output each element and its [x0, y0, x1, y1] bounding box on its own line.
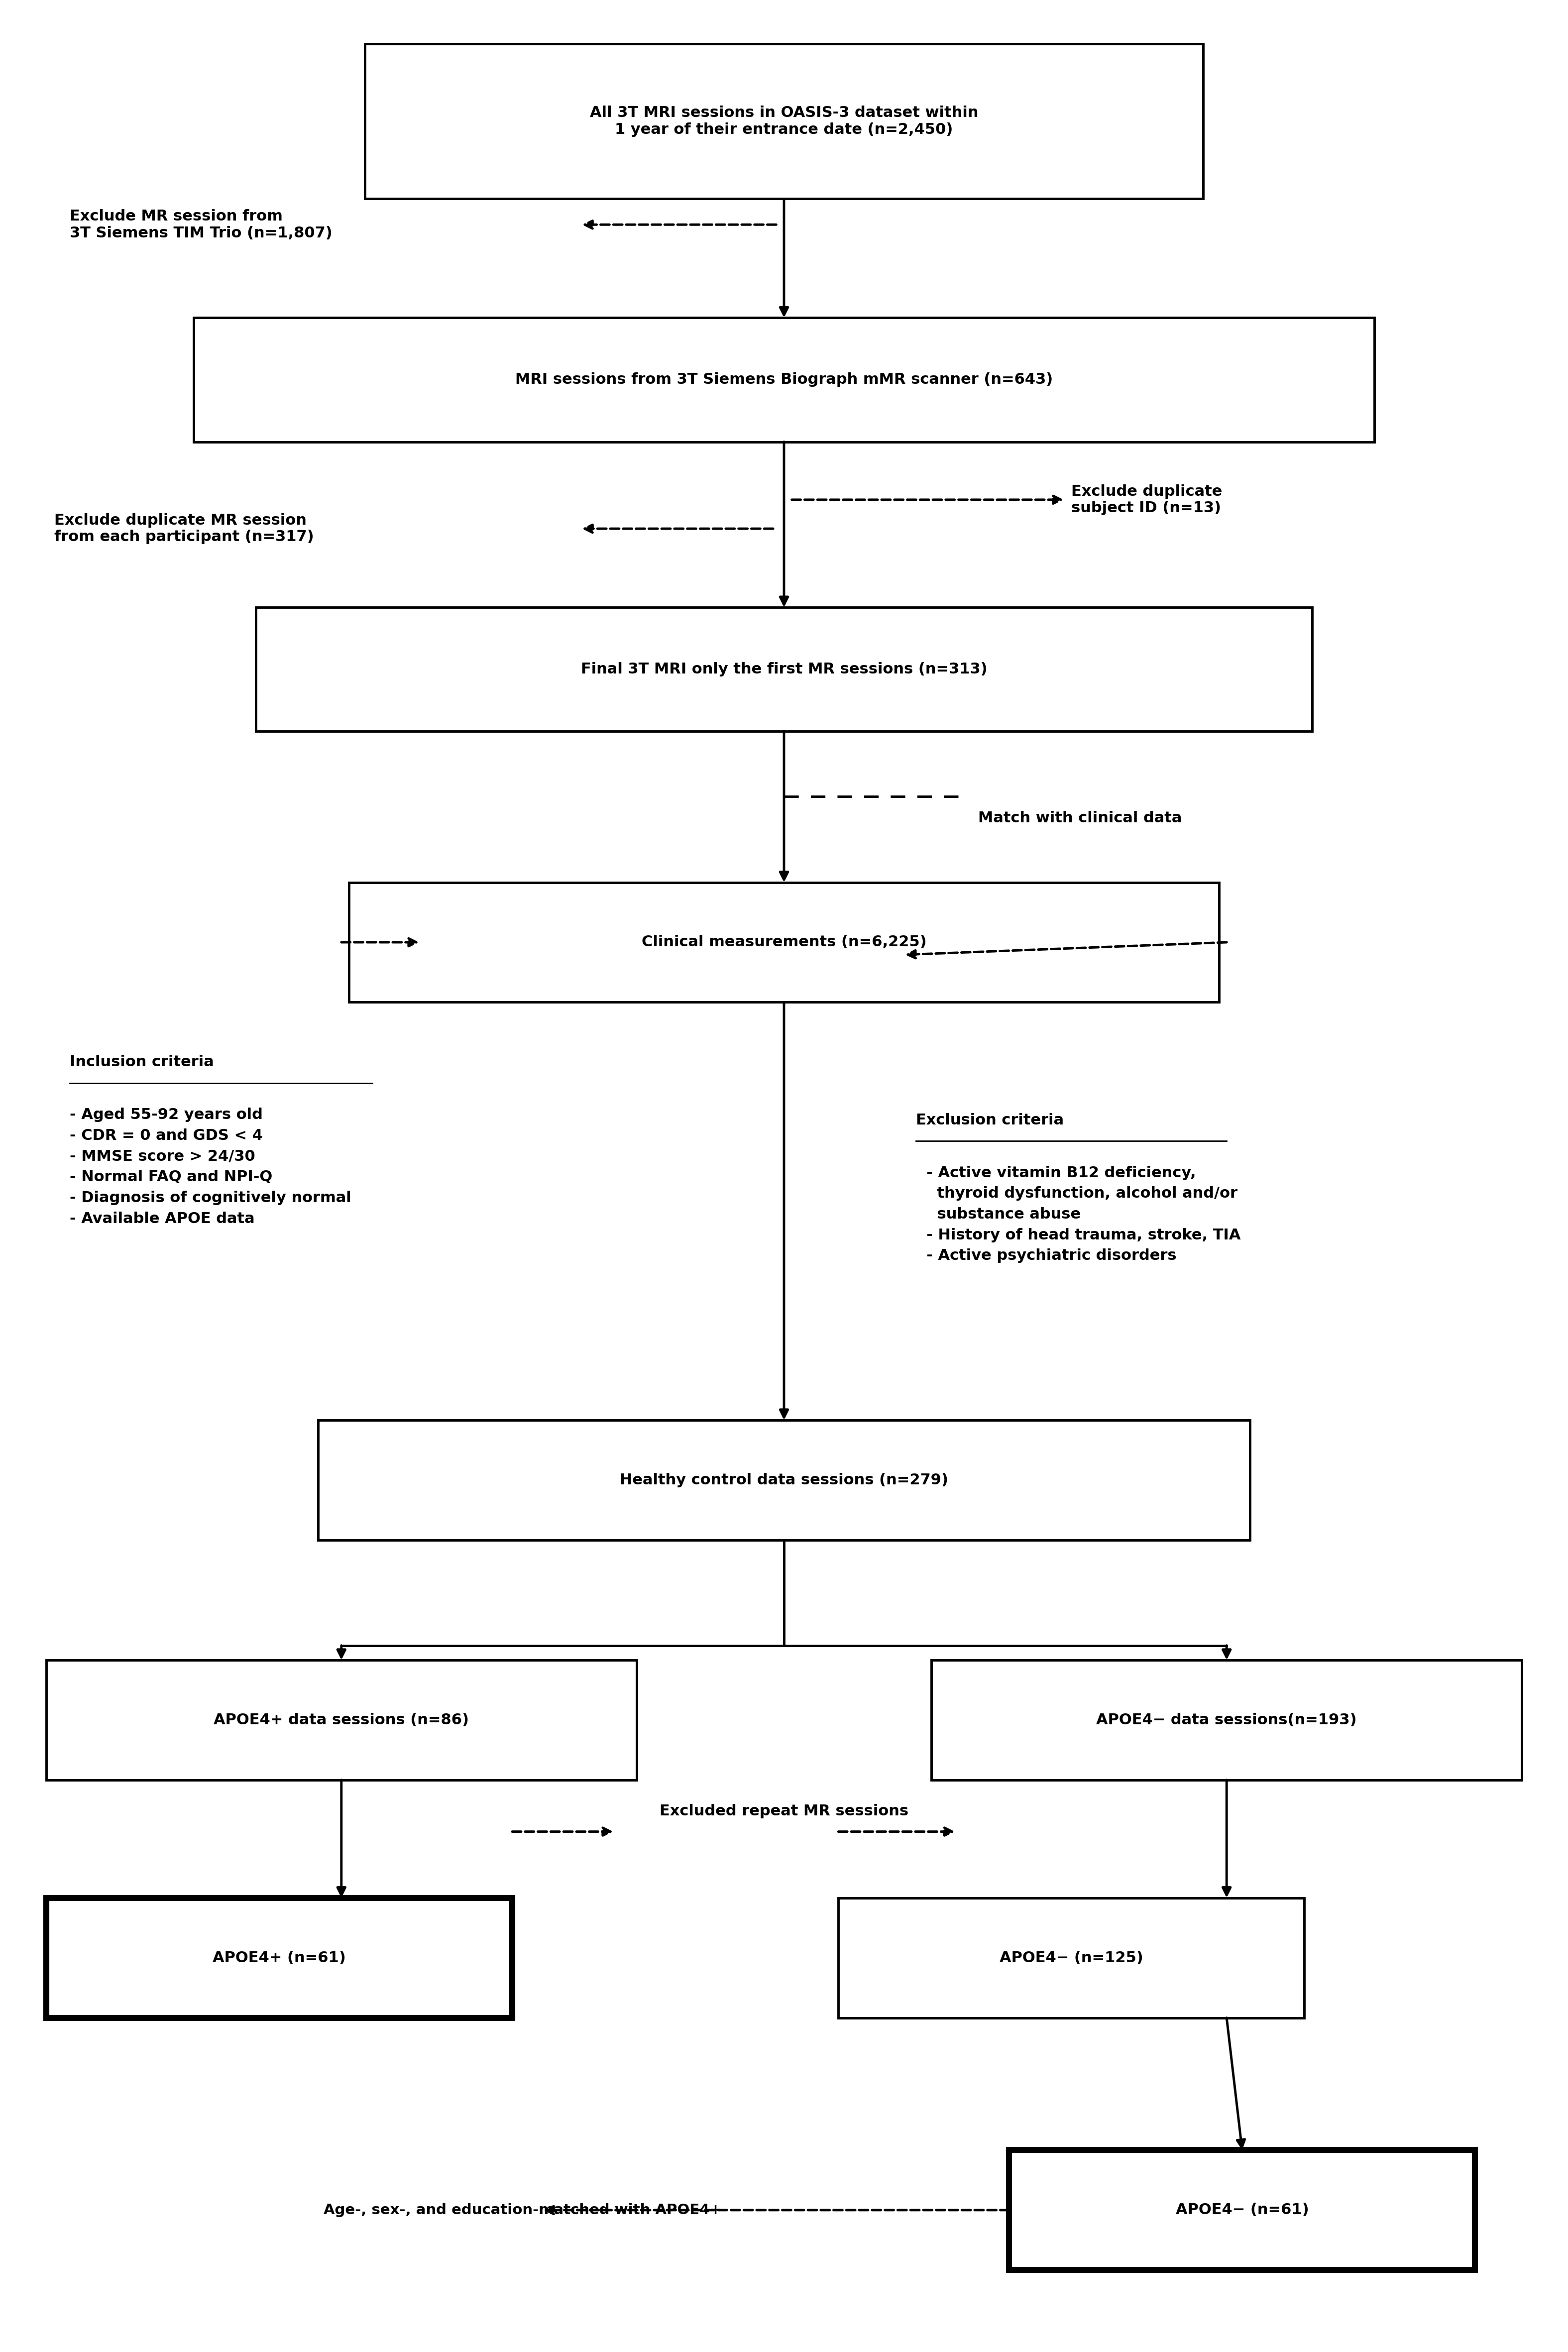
FancyBboxPatch shape	[194, 318, 1374, 442]
Text: APOE4+ data sessions (n=86): APOE4+ data sessions (n=86)	[213, 1712, 469, 1726]
FancyBboxPatch shape	[1010, 2150, 1475, 2270]
Text: Exclude duplicate MR session
from each participant (n=317): Exclude duplicate MR session from each p…	[53, 513, 314, 543]
Text: Match with clinical data: Match with clinical data	[978, 811, 1182, 826]
FancyBboxPatch shape	[256, 607, 1312, 731]
FancyBboxPatch shape	[350, 882, 1218, 1002]
Text: - Aged 55-92 years old
- CDR = 0 and GDS < 4
- MMSE score > 24/30
- Normal FAQ a: - Aged 55-92 years old - CDR = 0 and GDS…	[69, 1108, 351, 1225]
Text: All 3T MRI sessions in OASIS-3 dataset within
1 year of their entrance date (n=2: All 3T MRI sessions in OASIS-3 dataset w…	[590, 106, 978, 136]
FancyBboxPatch shape	[839, 1898, 1305, 2018]
Text: APOE4− (n=61): APOE4− (n=61)	[1176, 2204, 1309, 2218]
Text: APOE4+ (n=61): APOE4+ (n=61)	[213, 1950, 347, 1964]
FancyBboxPatch shape	[931, 1661, 1521, 1780]
Text: APOE4− (n=125): APOE4− (n=125)	[999, 1950, 1143, 1964]
Text: Age-, sex-, and education-matched with APOE4+: Age-, sex-, and education-matched with A…	[323, 2204, 721, 2218]
FancyBboxPatch shape	[47, 1898, 513, 2018]
Text: Exclude MR session from
3T Siemens TIM Trio (n=1,807): Exclude MR session from 3T Siemens TIM T…	[69, 209, 332, 240]
Text: Exclude duplicate
subject ID (n=13): Exclude duplicate subject ID (n=13)	[1071, 485, 1223, 515]
FancyBboxPatch shape	[47, 1661, 637, 1780]
Text: Healthy control data sessions (n=279): Healthy control data sessions (n=279)	[619, 1472, 949, 1486]
Text: Excluded repeat MR sessions: Excluded repeat MR sessions	[660, 1804, 908, 1818]
Text: APOE4− data sessions(n=193): APOE4− data sessions(n=193)	[1096, 1712, 1356, 1726]
Text: Exclusion criteria: Exclusion criteria	[916, 1112, 1065, 1127]
FancyBboxPatch shape	[318, 1421, 1250, 1541]
Text: Final 3T MRI only the first MR sessions (n=313): Final 3T MRI only the first MR sessions …	[580, 661, 988, 677]
Text: Clinical measurements (n=6,225): Clinical measurements (n=6,225)	[641, 936, 927, 950]
FancyBboxPatch shape	[365, 45, 1203, 200]
Text: MRI sessions from 3T Siemens Biograph mMR scanner (n=643): MRI sessions from 3T Siemens Biograph mM…	[516, 372, 1052, 388]
Text: Inclusion criteria: Inclusion criteria	[69, 1056, 213, 1070]
Text: - Active vitamin B12 deficiency,
    thyroid dysfunction, alcohol and/or
    sub: - Active vitamin B12 deficiency, thyroid…	[916, 1167, 1240, 1263]
